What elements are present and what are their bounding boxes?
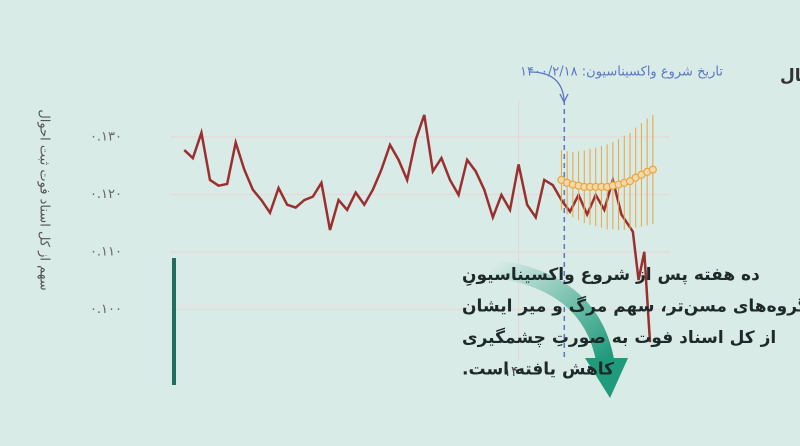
callout-bar <box>172 258 176 385</box>
callout-text: ده هفته پس از شروع واکسیناسیونِ <box>462 265 760 287</box>
callout-text: گروه‌های مسن‌تر، سهم مرگ و میر ایشان <box>462 296 800 317</box>
callout-arrowhead <box>585 358 628 398</box>
y-tick-label: ۰.۱۳۰ <box>90 129 122 144</box>
annotation: تاریخ شروع واکسیناسیون: ۱۴۰۰/۲/۱۸ <box>520 65 723 80</box>
callout: ده هفته پس از شروع واکسیناسیونِ گروه‌های … <box>462 265 800 380</box>
x-tick-label: ۱۴۰۰ <box>504 364 534 380</box>
y-tick-label: ۰.۱۰۰ <box>90 302 122 317</box>
callout-arrow <box>488 259 614 362</box>
plot: ۰.۱۰۰ ۰.۱۱۰ ۰.۱۲۰ ۰.۱۳۰ ۱۴۰۰ <box>90 100 670 380</box>
point <box>648 165 657 174</box>
callout-text: کاهش یافته است. <box>462 360 614 380</box>
y-tick-label: ۰.۱۲۰ <box>90 187 122 202</box>
callout-text: از کل اسناد فوت به صورتِ چشمگیری <box>462 327 776 348</box>
y-tick-label: ۰.۱۱۰ <box>90 244 122 259</box>
chart-title: گروه سنی: ۸۵-۸۹ سال <box>780 65 800 86</box>
point <box>625 177 635 186</box>
annotation-arrow <box>529 71 565 101</box>
y-axis-label: سهم از کل اسناد فوت ثبت احوال <box>37 109 52 290</box>
